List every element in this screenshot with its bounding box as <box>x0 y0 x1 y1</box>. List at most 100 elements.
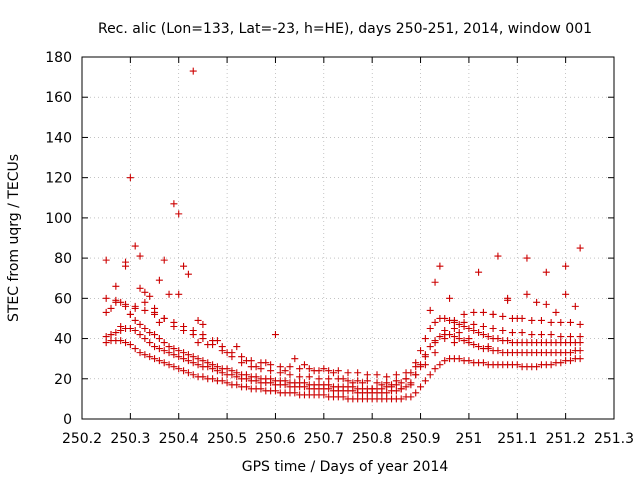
data-point <box>199 357 207 365</box>
y-tick-label: 140 <box>45 130 72 146</box>
data-point <box>233 381 241 389</box>
data-point <box>441 327 449 335</box>
data-point <box>562 290 570 298</box>
data-point <box>136 252 144 260</box>
data-point <box>363 371 371 379</box>
data-point <box>141 288 149 296</box>
data-point <box>470 341 478 349</box>
data-point <box>126 310 134 318</box>
y-tick-label: 160 <box>45 90 72 106</box>
data-point <box>199 331 207 339</box>
data-point <box>383 373 391 381</box>
data-point <box>470 308 478 316</box>
data-point <box>180 349 188 357</box>
data-point <box>189 327 197 335</box>
data-point <box>383 379 391 387</box>
data-point <box>102 339 110 347</box>
data-point <box>160 347 168 355</box>
data-point <box>151 308 159 316</box>
data-point <box>421 353 429 361</box>
data-point <box>431 318 439 326</box>
data-point <box>126 325 134 332</box>
data-point <box>131 327 139 335</box>
data-point <box>155 318 163 326</box>
data-point <box>576 339 584 347</box>
data-point <box>189 67 197 75</box>
data-point <box>359 379 367 387</box>
data-point <box>160 359 168 367</box>
data-points <box>102 67 584 403</box>
data-point <box>508 329 516 337</box>
data-point <box>388 381 396 389</box>
data-point <box>421 335 429 343</box>
data-point <box>136 320 144 328</box>
data-point <box>213 363 221 371</box>
data-point <box>300 361 308 369</box>
data-point <box>431 365 439 373</box>
plot-frame <box>81 56 615 420</box>
x-tick-label: 250.7 <box>304 431 344 447</box>
data-point <box>475 343 483 351</box>
data-point <box>141 351 149 359</box>
x-tick-label: 251.2 <box>546 431 586 447</box>
data-point <box>460 310 468 318</box>
data-point <box>576 333 584 341</box>
data-point <box>122 258 130 266</box>
data-point <box>537 316 545 324</box>
chart-title: Rec. alic (Lon=133, Lat=-23, h=HE), days… <box>98 21 592 37</box>
data-point <box>262 359 270 367</box>
data-point <box>131 316 139 324</box>
data-point <box>320 391 328 399</box>
data-point <box>136 284 144 292</box>
data-point <box>460 337 468 345</box>
data-point <box>460 318 468 326</box>
data-point <box>566 357 574 365</box>
data-point <box>291 389 299 397</box>
data-point <box>184 270 192 278</box>
data-point <box>209 375 217 383</box>
data-point <box>131 345 139 353</box>
data-point <box>431 339 439 347</box>
data-point <box>233 343 241 351</box>
data-point <box>339 393 347 401</box>
data-point <box>267 375 275 383</box>
data-point <box>112 282 120 290</box>
data-point <box>242 357 250 365</box>
data-point <box>252 363 260 371</box>
data-point <box>122 300 130 308</box>
data-point <box>213 337 221 345</box>
data-point <box>238 353 246 361</box>
data-point <box>431 349 439 357</box>
data-point <box>146 329 154 337</box>
data-point <box>455 329 463 337</box>
data-point <box>475 329 483 337</box>
data-point <box>557 359 565 367</box>
data-point <box>305 373 313 381</box>
data-point <box>170 318 178 326</box>
data-point <box>223 365 231 373</box>
data-point <box>117 337 125 345</box>
data-point <box>397 395 405 403</box>
data-point <box>470 327 478 335</box>
data-point <box>184 369 192 377</box>
data-point <box>180 262 188 270</box>
data-point <box>184 351 192 359</box>
data-point <box>455 335 463 343</box>
x-tick-label: 251.1 <box>497 431 537 447</box>
data-point <box>450 339 458 347</box>
data-point <box>392 371 400 379</box>
data-point <box>537 331 545 339</box>
data-point <box>446 294 454 302</box>
data-point <box>315 375 323 383</box>
data-point <box>223 349 231 357</box>
data-point <box>566 333 574 341</box>
data-point <box>102 294 110 302</box>
data-point <box>547 361 555 369</box>
data-point <box>112 296 120 304</box>
data-point <box>392 387 400 395</box>
data-point <box>402 375 410 383</box>
data-point <box>199 373 207 381</box>
data-point <box>402 383 410 391</box>
data-point <box>407 393 415 401</box>
